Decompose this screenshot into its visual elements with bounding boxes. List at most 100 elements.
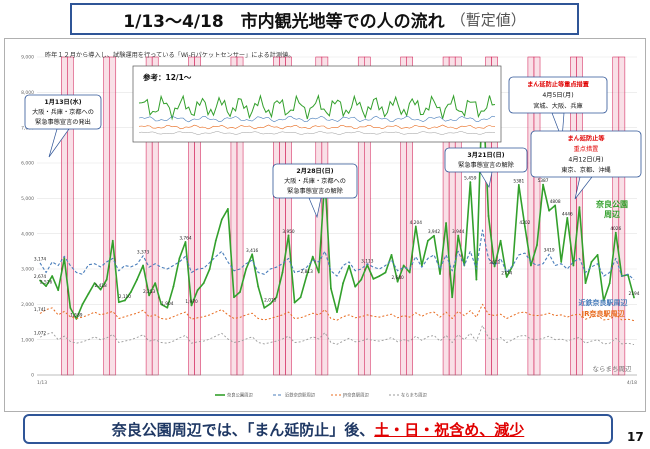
data-label: 5,459 <box>464 176 477 182</box>
y-tick-label: 3,000 <box>21 267 34 273</box>
data-point-nara-park <box>336 311 338 314</box>
data-point-nara-park <box>208 268 211 270</box>
data-point-nara-park <box>396 280 399 283</box>
data-point-nara-park <box>287 234 290 237</box>
data-point-nara-park <box>433 234 435 237</box>
data-point-nara-park <box>51 275 54 277</box>
callout-text: 重点措置 <box>574 145 599 153</box>
callout-text: まん延防止等重点措置 <box>527 81 589 89</box>
data-point-nara-park <box>220 218 223 221</box>
callout-text: 4月5日(月) <box>542 92 573 99</box>
series-line-jr <box>39 303 635 322</box>
data-point-nara-park <box>105 278 108 281</box>
data-point-nara-park <box>390 253 393 256</box>
data-point-nara-park <box>245 268 247 270</box>
data-point-nara-park <box>596 253 599 256</box>
callout-box <box>272 163 358 199</box>
data-point-nara-park <box>317 271 320 274</box>
data-label: 4026 <box>610 226 621 232</box>
data-label: 2,640 <box>391 275 404 281</box>
data-point-nara-park <box>233 296 235 299</box>
legend-label: JR奈良駅周辺 <box>342 392 369 399</box>
data-point-nara-park <box>414 225 417 228</box>
data-point-nara-park <box>57 289 60 292</box>
data-label: 3,764 <box>179 236 192 242</box>
data-label: 2,418 <box>94 283 107 289</box>
data-label: 3073 <box>489 260 500 266</box>
data-label: 4,204 <box>410 220 423 226</box>
callout-text: 宮城、大阪、兵庫 <box>533 102 583 110</box>
callout-text: 緊急事態宣言の解除 <box>287 187 343 195</box>
callout-text: 大阪・兵庫・京都への <box>284 177 346 185</box>
title-box: 1/13～4/18 市内観光地等での人の流れ （暫定値） <box>70 3 579 35</box>
data-point-nara-park <box>566 217 569 219</box>
data-point-nara-park <box>130 291 132 293</box>
data-point-nara-park <box>572 264 575 267</box>
data-point-nara-park <box>554 204 557 207</box>
data-point-nara-park <box>330 287 332 290</box>
data-point-nara-park <box>354 285 357 288</box>
data-point-nara-park <box>457 234 460 237</box>
callout-text: 東京、京都、沖縄 <box>561 166 611 174</box>
data-point-nara-park <box>178 257 181 260</box>
data-label: 2194 <box>629 291 640 297</box>
data-point-nara-park <box>402 264 405 267</box>
series-label-jr: JR奈良駅周辺 <box>581 309 625 318</box>
weekend-band <box>103 56 110 376</box>
data-label: 1,741 <box>34 307 47 313</box>
callout-text: 緊急事態宣言の発出 <box>35 118 91 126</box>
data-point-nara-park <box>263 306 266 309</box>
data-label: 2,516 <box>40 280 53 286</box>
x-tick-label: 4/18 <box>627 380 637 386</box>
data-point-nara-park <box>111 239 114 242</box>
data-label: 4202 <box>519 220 530 226</box>
data-label: 5387 <box>538 178 549 184</box>
page-subtitle: （暫定値） <box>450 10 526 29</box>
inset-chart: 参考：12/1～ <box>132 65 502 143</box>
footer-summary: 奈良公園周辺では、「まん延防止」後、 土・日・祝含め、減少 <box>23 414 613 444</box>
data-label: 1,904 <box>161 301 174 307</box>
data-label: 3,942 <box>428 229 441 235</box>
x-tick-label: 1/13 <box>37 380 47 386</box>
data-point-nara-park <box>166 306 169 309</box>
data-label: 2774 <box>501 270 512 276</box>
data-label: 5381 <box>513 178 524 184</box>
legend-label: 奈良公園周辺 <box>227 392 253 399</box>
data-point-nara-park <box>378 275 381 277</box>
data-point-nara-park <box>536 244 538 246</box>
data-point-nara-park <box>469 181 472 184</box>
callout-text: 1月13日(水) <box>44 98 81 106</box>
legend-label: 近鉄奈良駅周辺 <box>285 392 316 399</box>
data-label: 2,110 <box>119 294 132 300</box>
legend: 奈良公園周辺 近鉄奈良駅周辺 JR奈良駅周辺 ならまち周辺 <box>215 392 427 399</box>
data-label: 4808 <box>550 199 561 205</box>
series-label-nara-park: 奈良公園 <box>595 199 628 209</box>
series-label-naramachi: ならまち周辺 <box>593 365 633 373</box>
y-tick-label: 2,000 <box>21 302 34 308</box>
data-label: 3,416 <box>246 248 259 254</box>
y-tick-label: 4,000 <box>21 231 34 237</box>
y-tick-label: 0 <box>31 373 34 379</box>
data-point-nara-park <box>39 279 41 282</box>
data-point-nara-park <box>608 282 611 285</box>
data-point-nara-park <box>136 278 138 281</box>
data-point-nara-park <box>560 261 563 263</box>
y-tick-label: 9,000 <box>21 55 34 61</box>
data-point-nara-park <box>154 282 157 285</box>
data-point-nara-park <box>372 277 375 280</box>
data-point-nara-park <box>87 292 90 295</box>
y-tick-label: 5,000 <box>21 196 34 202</box>
line-chart: 01,0002,0003,0004,0005,0006,0007,0008,00… <box>21 51 642 399</box>
data-label: 2,253 <box>143 289 156 295</box>
data-point-nara-park <box>542 183 544 186</box>
data-point-nara-park <box>348 264 351 267</box>
data-point-nara-park <box>578 206 581 209</box>
callout-text: 4月12日(月) <box>568 156 603 163</box>
callout-box <box>444 147 528 173</box>
y-tick-label: 1,000 <box>21 337 34 343</box>
footer-highlight: 土・日・祝含め、減少 <box>374 420 525 439</box>
data-point-nara-park <box>69 306 72 309</box>
data-point-nara-park <box>342 282 344 285</box>
data-point-nara-park <box>427 239 429 242</box>
